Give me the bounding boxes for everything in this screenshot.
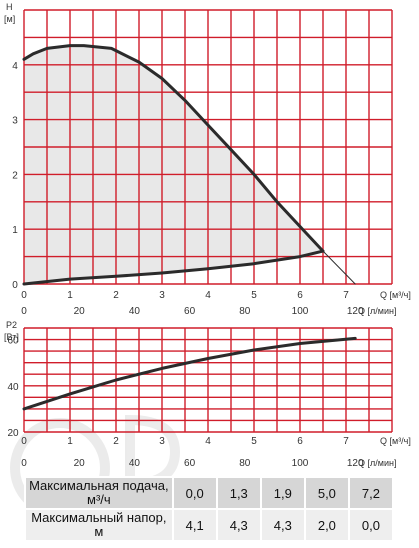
- head-y-tick-label: 0: [12, 280, 18, 291]
- power-axis-label-line2: [Вт]: [4, 332, 19, 342]
- table-cell: 5,0: [303, 476, 350, 510]
- power-x-tick-label: 0: [21, 436, 27, 447]
- power-x-tick-label-secondary: 60: [184, 458, 196, 469]
- power-x-tick-label-secondary: 40: [129, 458, 141, 469]
- performance-table: Максимальная подача, м³/ч 0,0 1,3 1,9 5,…: [24, 476, 395, 542]
- table-cell: 1,9: [259, 476, 306, 510]
- power-y-tick-label: 60: [7, 336, 19, 347]
- head-x-tick-label-secondary: 80: [239, 306, 251, 317]
- table-cell: 4,1: [171, 508, 218, 542]
- head-x-tick-label: 4: [205, 290, 211, 301]
- head-x-tick-label: 5: [251, 290, 257, 301]
- operating-area-fill: [24, 45, 323, 285]
- table-cell: 4,3: [259, 508, 306, 542]
- power-x-tick-label: 2: [113, 436, 119, 447]
- head-x-label: Q [м³/ч]: [380, 290, 411, 300]
- table-header-flow: Максимальная подача, м³/ч: [24, 476, 174, 510]
- table-cell: 0,0: [347, 508, 395, 542]
- head-x-tick-label: 7: [343, 290, 349, 301]
- head-x-tick-label-secondary: 120: [347, 306, 364, 317]
- power-x-label-secondary: Q [л/мин]: [358, 458, 396, 468]
- head-x-tick-label-secondary: 40: [129, 306, 141, 317]
- head-x-tick-label: 0: [21, 290, 27, 301]
- power-x-label: Q [м³/ч]: [380, 436, 411, 446]
- head-x-tick-label-secondary: 60: [184, 306, 196, 317]
- table-cell: 2,0: [303, 508, 350, 542]
- head-x-tick-label-secondary: 0: [21, 306, 27, 317]
- head-y-tick-label: 1: [12, 225, 18, 236]
- extension-line: [322, 250, 356, 285]
- head-x-tick-label: 6: [297, 290, 303, 301]
- head-x-tick-label: 2: [113, 290, 119, 301]
- power-x-tick-label: 4: [205, 436, 211, 447]
- head-axis-label-line1: H: [6, 2, 13, 12]
- table-row-flow: Максимальная подача, м³/ч 0,0 1,3 1,9 5,…: [24, 476, 395, 510]
- table-cell: 1,3: [215, 476, 262, 510]
- power-x-tick-label: 5: [251, 436, 257, 447]
- table-cell: 0,0: [171, 476, 218, 510]
- power-x-tick-label-secondary: 20: [74, 458, 86, 469]
- head-x-tick-label-secondary: 100: [292, 306, 309, 317]
- head-x-label-secondary: Q [л/мин]: [358, 306, 396, 316]
- power-x-tick-label-secondary: 0: [21, 458, 27, 469]
- power-axis-label-line1: P2: [6, 320, 17, 330]
- head-x-tick-label-secondary: 20: [74, 306, 86, 317]
- power-y-tick-label: 20: [7, 428, 19, 439]
- head-curve-line: [22, 44, 325, 253]
- head-y-tick-label: 3: [12, 116, 18, 127]
- power-x-tick-label: 3: [159, 436, 165, 447]
- power-x-tick-label: 1: [67, 436, 73, 447]
- table-row-head: Максимальный напор, м 4,1 4,3 4,3 2,0 0,…: [24, 508, 395, 542]
- head-y-tick-label: 4: [12, 61, 18, 72]
- head-y-tick-label: 2: [12, 170, 18, 181]
- head-axis-label-line2: [м]: [4, 14, 15, 24]
- power-x-tick-label-secondary: 100: [292, 458, 309, 469]
- head-x-tick-label: 3: [159, 290, 165, 301]
- head-x-tick-label: 1: [67, 290, 73, 301]
- table-header-head: Максимальный напор, м: [24, 508, 174, 542]
- power-y-tick-label: 40: [7, 382, 19, 393]
- power-curve-line: [22, 336, 357, 411]
- power-x-tick-label-secondary: 80: [239, 458, 251, 469]
- table-cell: 7,2: [347, 476, 395, 510]
- power-x-tick-label-secondary: 120: [347, 458, 364, 469]
- table-cell: 4,3: [215, 508, 262, 542]
- power-x-tick-label: 6: [297, 436, 303, 447]
- power-x-tick-label: 7: [343, 436, 349, 447]
- min-curve-line: [22, 249, 325, 286]
